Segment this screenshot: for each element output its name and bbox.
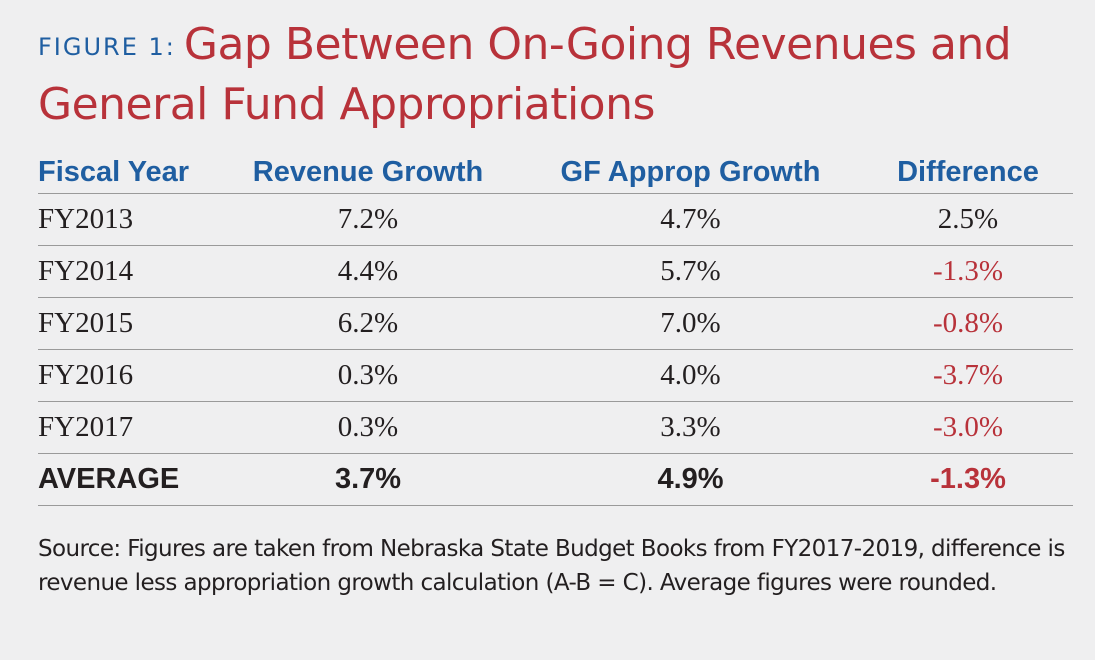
average-revenue-growth-cell: 3.7% bbox=[218, 453, 518, 506]
difference-cell: -1.3% bbox=[863, 245, 1073, 298]
fiscal-year-cell: FY2014 bbox=[38, 245, 218, 298]
revenue-growth-cell: 6.2% bbox=[218, 297, 518, 350]
figure-title-line-1: FIGURE 1: Gap Between On-Going Revenues a… bbox=[38, 16, 1078, 76]
difference-cell: 2.5% bbox=[863, 193, 1073, 246]
table-row: FY2016 0.3% 4.0% -3.7% bbox=[38, 349, 1073, 402]
table-row: FY2013 7.2% 4.7% 2.5% bbox=[38, 193, 1073, 246]
fiscal-year-cell: FY2013 bbox=[38, 193, 218, 246]
average-label-cell: AVERAGE bbox=[38, 453, 218, 506]
fiscal-year-cell: FY2016 bbox=[38, 349, 218, 402]
data-table: Fiscal Year Revenue Growth GF Approp Gro… bbox=[38, 151, 1073, 506]
table-row: FY2015 6.2% 7.0% -0.8% bbox=[38, 297, 1073, 350]
revenue-growth-cell: 0.3% bbox=[218, 401, 518, 454]
revenue-growth-cell: 4.4% bbox=[218, 245, 518, 298]
fiscal-year-cell: FY2017 bbox=[38, 401, 218, 454]
table-row: FY2017 0.3% 3.3% -3.0% bbox=[38, 401, 1073, 454]
gf-approp-growth-cell: 7.0% bbox=[518, 297, 863, 350]
header-difference: Difference bbox=[863, 151, 1073, 194]
gf-approp-growth-cell: 3.3% bbox=[518, 401, 863, 454]
revenue-growth-cell: 7.2% bbox=[218, 193, 518, 246]
figure-label: FIGURE 1: bbox=[38, 33, 176, 61]
gf-approp-growth-cell: 4.0% bbox=[518, 349, 863, 402]
difference-cell: -3.0% bbox=[863, 401, 1073, 454]
gf-approp-growth-cell: 5.7% bbox=[518, 245, 863, 298]
table-row: FY2014 4.4% 5.7% -1.3% bbox=[38, 245, 1073, 298]
revenue-growth-cell: 0.3% bbox=[218, 349, 518, 402]
figure-title-line-2: General Fund Appropriations bbox=[38, 79, 655, 130]
difference-cell: -3.7% bbox=[863, 349, 1073, 402]
figure-title: FIGURE 1: Gap Between On-Going Revenues a… bbox=[38, 16, 1078, 134]
header-fiscal-year: Fiscal Year bbox=[38, 151, 218, 194]
table-header-row: Fiscal Year Revenue Growth GF Approp Gro… bbox=[38, 151, 1073, 194]
header-gf-approp-growth: GF Approp Growth bbox=[518, 151, 863, 194]
average-gf-approp-growth-cell: 4.9% bbox=[518, 453, 863, 506]
source-note: Source: Figures are taken from Nebraska … bbox=[38, 536, 1065, 596]
fiscal-year-cell: FY2015 bbox=[38, 297, 218, 350]
average-row: AVERAGE 3.7% 4.9% -1.3% bbox=[38, 453, 1073, 506]
header-revenue-growth: Revenue Growth bbox=[218, 151, 518, 194]
gf-approp-growth-cell: 4.7% bbox=[518, 193, 863, 246]
figure-title-text-1: Gap Between On-Going Revenues and bbox=[183, 19, 1012, 70]
difference-cell: -0.8% bbox=[863, 297, 1073, 350]
average-difference-cell: -1.3% bbox=[863, 453, 1073, 506]
